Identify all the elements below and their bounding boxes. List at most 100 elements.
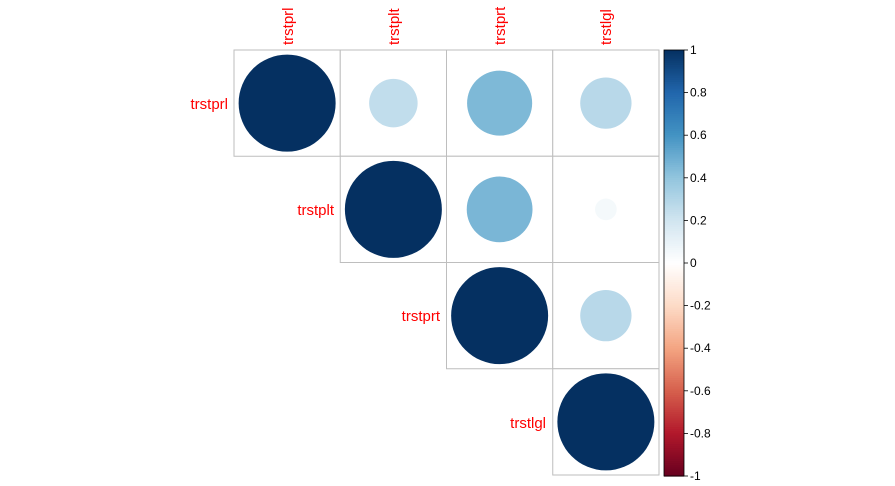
colorbar-strip — [664, 333, 684, 337]
colorbar-strip — [664, 427, 684, 430]
colorbar-strip — [664, 186, 684, 190]
colorbar-strip — [664, 407, 684, 411]
colorbar-strip — [664, 280, 684, 283]
colorbar-strip — [664, 116, 684, 119]
colorbar-strip — [664, 150, 684, 153]
col-label-trstlgl: trstlgl — [598, 9, 615, 45]
colorbar-strip — [664, 124, 684, 128]
row-label-trstlgl: trstlgl — [510, 415, 546, 432]
colorbar-strip — [664, 50, 684, 53]
corr-circle-trstprl-trstprt — [467, 70, 533, 136]
colorbar-strip — [664, 454, 684, 458]
row-label-trstprl: trstprl — [191, 96, 229, 113]
colorbar-strip — [664, 211, 684, 215]
colorbar-strip — [664, 456, 684, 460]
colorbar-strip — [664, 105, 684, 109]
colorbar-strip — [664, 286, 684, 290]
colorbar-strip — [664, 245, 684, 249]
colorbar-strip — [664, 424, 684, 428]
col-label-trstprl: trstprl — [280, 8, 297, 46]
colorbar-strip — [664, 260, 684, 264]
colorbar-strip — [664, 297, 684, 300]
colorbar-strip — [664, 69, 684, 72]
colorbar-strip — [664, 167, 684, 170]
corr-circle-trstplt-trstlgl — [595, 198, 617, 221]
colorbar-strip — [664, 403, 684, 407]
colorbar-strip — [664, 145, 684, 149]
colorbar-strip — [664, 465, 684, 469]
colorbar-strip — [664, 254, 684, 258]
colorbar-strip — [664, 463, 684, 466]
colorbar-strip — [664, 273, 684, 277]
colorbar-strip — [664, 322, 684, 326]
colorbar-strip — [664, 128, 684, 132]
colorbar-strip — [664, 469, 684, 473]
colorbar-strip — [664, 282, 684, 285]
colorbar-tick-label: 0.6 — [690, 128, 707, 142]
colorbar-strip — [664, 107, 684, 111]
colorbar-strip — [664, 179, 684, 183]
colorbar-strip — [664, 348, 684, 351]
colorbar-strip — [664, 111, 684, 115]
colorbar-strip — [664, 277, 684, 281]
colorbar-strip — [664, 450, 684, 454]
colorbar-strip — [664, 177, 684, 181]
colorbar-strip — [664, 52, 684, 55]
corr-circle-trstprl-trstplt — [369, 78, 418, 128]
row-label-trstprt: trstprt — [402, 308, 441, 325]
colorbar-strip — [664, 92, 684, 96]
colorbar-tick-label: -0.2 — [690, 299, 711, 313]
colorbar-strip — [664, 71, 684, 75]
colorbar-strip — [664, 346, 684, 349]
colorbar-strip — [664, 294, 684, 298]
colorbar-strip — [664, 337, 684, 341]
colorbar-strip — [664, 205, 684, 209]
colorbar-tick-label: -0.6 — [690, 384, 711, 398]
colorbar-strip — [664, 258, 684, 262]
colorbar-strip — [664, 130, 684, 134]
colorbar-strip — [664, 439, 684, 443]
colorbar-strip — [664, 101, 684, 104]
colorbar-strip — [664, 275, 684, 279]
colorbar-strip — [664, 203, 684, 207]
colorbar-strip — [664, 354, 684, 358]
colorbar-strip — [664, 67, 684, 70]
corr-circle-trstprt-trstlgl — [580, 289, 632, 342]
colorbar-strip — [664, 292, 684, 296]
colorbar-strip — [664, 444, 684, 447]
colorbar-strip — [664, 461, 684, 464]
colorbar-strip — [664, 435, 684, 439]
colorbar-strip — [664, 241, 684, 245]
colorbar-strip — [664, 228, 684, 232]
colorbar-strip — [664, 160, 684, 164]
colorbar-strip — [664, 169, 684, 173]
corr-circle-trstprl-trstprl — [238, 54, 336, 152]
colorbar-strip — [664, 373, 684, 377]
colorbar-strip — [664, 329, 684, 332]
colorbar-strip — [664, 339, 684, 343]
colorbar-strip — [664, 367, 684, 371]
colorbar-strip — [664, 467, 684, 471]
colorbar-tick-label: 0.4 — [690, 171, 707, 185]
colorbar-strip — [664, 201, 684, 204]
colorbar-strip — [664, 147, 684, 151]
corr-circle-trstprt-trstprt — [451, 267, 549, 365]
colorbar-strip — [664, 60, 684, 64]
colorbar-strip — [664, 299, 684, 302]
colorbar-strip — [664, 369, 684, 373]
colorbar-strip — [664, 165, 684, 168]
colorbar-strip — [664, 288, 684, 292]
colorbar-strip — [664, 207, 684, 211]
colorbar-strip — [664, 384, 684, 388]
colorbar-strip — [664, 133, 684, 136]
corr-circle-trstplt-trstprt — [466, 176, 533, 243]
col-label-trstplt: trstplt — [386, 7, 403, 45]
colorbar-strip — [664, 239, 684, 243]
colorbar-strip — [664, 250, 684, 253]
colorbar-strip — [664, 233, 684, 236]
colorbar-strip — [664, 371, 684, 375]
colorbar-strip — [664, 318, 684, 322]
colorbar-strip — [664, 75, 684, 79]
colorbar-strip — [664, 458, 684, 462]
colorbar-tick-label: -0.4 — [690, 341, 711, 355]
